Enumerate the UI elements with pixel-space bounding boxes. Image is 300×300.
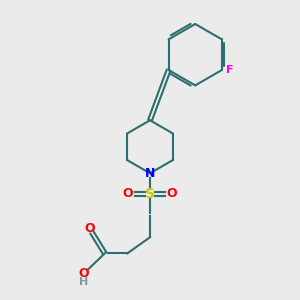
Text: H: H [80,277,89,287]
Text: O: O [167,187,177,200]
Text: N: N [145,167,155,180]
Text: O: O [79,267,89,280]
Text: S: S [145,187,155,201]
Text: O: O [84,222,94,235]
Text: O: O [123,187,133,200]
Text: F: F [226,65,233,75]
